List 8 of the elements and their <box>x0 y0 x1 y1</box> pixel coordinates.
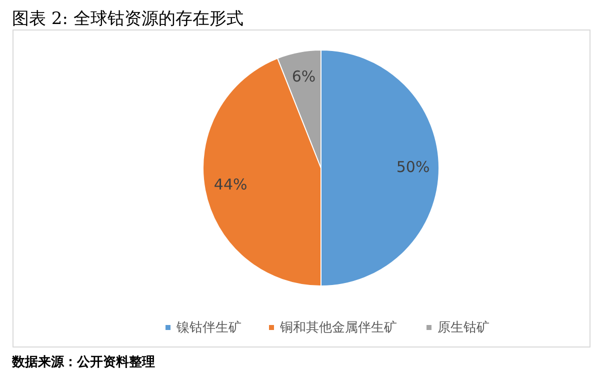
chart-title: 图表 2: 全球钴资源的存在形式 <box>12 9 244 29</box>
data-label: 50% <box>396 158 430 176</box>
data-label: 6% <box>292 68 316 86</box>
data-label: 44% <box>214 175 248 194</box>
legend-label: 原生钴矿 <box>438 320 490 336</box>
legend-label: 镍钴伴生矿 <box>176 320 242 336</box>
source-note: 数据来源：公开资料整理 <box>11 355 155 370</box>
legend-label: 铜和其他金属伴生矿 <box>279 320 397 336</box>
